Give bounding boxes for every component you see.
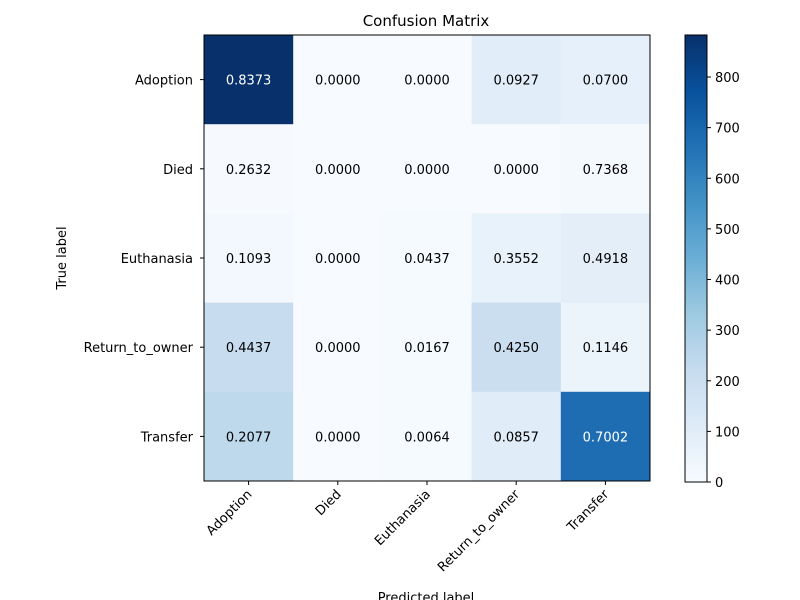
colorbar: 0 100 200 300 400 500 600 700 800 <box>684 34 740 491</box>
heatmap-cell <box>293 35 383 125</box>
heatmap-cell <box>293 124 383 214</box>
heatmap-cell <box>560 124 651 214</box>
colorbar-tick-label: 800 <box>715 71 740 86</box>
heatmap-cell <box>382 213 473 304</box>
cell-value-label: 0.8373 <box>226 74 272 89</box>
heatmap-cell <box>471 391 562 482</box>
y-tick-label: Transfer <box>140 430 194 445</box>
y-tick-label: Died <box>163 163 193 178</box>
cell-value-label: 0.2077 <box>226 430 272 445</box>
heatmap-cell <box>382 391 473 482</box>
cell-value-label: 0.0000 <box>315 74 361 89</box>
cell-value-label: 0.2632 <box>226 163 272 178</box>
y-axis-ticks: Adoption Died Euthanasia Return_to_owner Tra… <box>84 74 204 445</box>
y-tick-label: Return_to_owner <box>84 341 194 356</box>
heatmap-cell <box>471 213 562 304</box>
heatmap-cell <box>560 302 651 393</box>
cell-value-label: 0.3552 <box>493 252 539 267</box>
cell-value-label: 0.0000 <box>315 341 361 356</box>
cell-value-label: 0.1146 <box>583 341 629 356</box>
cell-value-label: 0.0437 <box>404 252 450 267</box>
heatmap-cell <box>204 213 294 304</box>
colorbar-ticks: 0 100 200 300 400 500 600 700 800 <box>707 71 740 491</box>
cell-value-label: 0.0927 <box>493 74 539 89</box>
y-axis-label: True label <box>55 226 70 290</box>
colorbar-tick-label: 600 <box>715 172 740 187</box>
cell-value-label: 0.4250 <box>493 341 539 356</box>
heatmap-cell <box>471 35 562 125</box>
heatmap-cell <box>204 391 294 482</box>
heatmap-cells: 0.8373 0.0000 0.0000 0.0927 0.0700 0.2632 0.00… <box>204 35 651 482</box>
y-tick-label: Euthanasia <box>121 252 193 267</box>
heatmap-cell <box>471 124 562 214</box>
cell-value-label: 0.0700 <box>583 74 629 89</box>
heatmap-cell <box>471 302 562 393</box>
heatmap-cell <box>293 391 383 482</box>
heatmap-cell <box>293 213 383 304</box>
heatmap-cell <box>560 35 651 125</box>
cell-value-label: 0.0000 <box>493 163 539 178</box>
heatmap-cell <box>382 302 473 393</box>
colorbar-tick-label: 0 <box>715 476 723 491</box>
cell-value-label: 0.7002 <box>583 430 629 445</box>
cell-value-label: 0.0167 <box>404 341 450 356</box>
chart-title: Confusion Matrix <box>363 12 490 30</box>
cell-value-label: 0.0000 <box>404 74 450 89</box>
heatmap-cell <box>204 302 294 393</box>
cell-value-label: 0.7368 <box>583 163 629 178</box>
cell-value-label: 0.4437 <box>226 341 272 356</box>
heatmap-cell <box>293 302 383 393</box>
heatmap-cell <box>560 391 651 482</box>
x-axis-label: Predicted label <box>378 591 475 600</box>
heatmap-cell <box>204 124 294 214</box>
cell-value-label: 0.0064 <box>404 430 450 445</box>
cell-value-label: 0.0000 <box>315 430 361 445</box>
cell-value-label: 0.0857 <box>493 430 539 445</box>
colorbar-gradient <box>684 34 708 483</box>
cell-value-label: 0.0000 <box>315 252 361 267</box>
colorbar-tick-label: 200 <box>715 375 740 390</box>
cell-value-label: 0.4918 <box>583 252 629 267</box>
colorbar-tick-label: 700 <box>715 122 740 137</box>
y-tick-label: Adoption <box>135 74 193 89</box>
heatmap-cell <box>382 124 473 214</box>
colorbar-tick-label: 400 <box>715 274 740 289</box>
heatmap-cell <box>204 35 294 125</box>
colorbar-tick-label: 500 <box>715 223 740 238</box>
cell-value-label: 0.0000 <box>315 163 361 178</box>
colorbar-tick-label: 100 <box>715 425 740 440</box>
cell-value-label: 0.1093 <box>226 252 272 267</box>
heatmap-cell <box>560 213 651 304</box>
heatmap-cell <box>382 35 473 125</box>
cell-value-label: 0.0000 <box>404 163 450 178</box>
colorbar-tick-label: 300 <box>715 324 740 339</box>
